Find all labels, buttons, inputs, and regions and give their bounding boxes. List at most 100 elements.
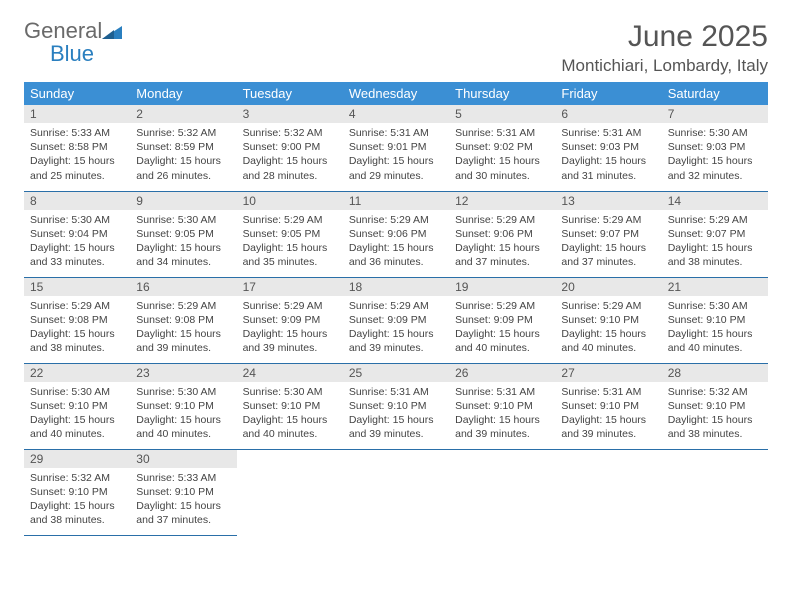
day-number: 3 bbox=[237, 105, 343, 123]
calendar-cell bbox=[449, 449, 555, 535]
day-details: Sunrise: 5:30 AMSunset: 9:10 PMDaylight:… bbox=[662, 296, 768, 360]
calendar-cell: 13Sunrise: 5:29 AMSunset: 9:07 PMDayligh… bbox=[555, 191, 661, 277]
day-number: 13 bbox=[555, 192, 661, 210]
day-details: Sunrise: 5:30 AMSunset: 9:04 PMDaylight:… bbox=[24, 210, 130, 274]
day-number: 27 bbox=[555, 364, 661, 382]
month-title: June 2025 bbox=[561, 20, 768, 54]
calendar-cell: 22Sunrise: 5:30 AMSunset: 9:10 PMDayligh… bbox=[24, 363, 130, 449]
day-details: Sunrise: 5:29 AMSunset: 9:08 PMDaylight:… bbox=[24, 296, 130, 360]
calendar-week-row: 1Sunrise: 5:33 AMSunset: 8:58 PMDaylight… bbox=[24, 105, 768, 191]
day-number: 4 bbox=[343, 105, 449, 123]
day-details: Sunrise: 5:31 AMSunset: 9:02 PMDaylight:… bbox=[449, 123, 555, 187]
day-details: Sunrise: 5:32 AMSunset: 9:00 PMDaylight:… bbox=[237, 123, 343, 187]
calendar-cell: 16Sunrise: 5:29 AMSunset: 9:08 PMDayligh… bbox=[130, 277, 236, 363]
calendar-cell: 17Sunrise: 5:29 AMSunset: 9:09 PMDayligh… bbox=[237, 277, 343, 363]
calendar-week-row: 29Sunrise: 5:32 AMSunset: 9:10 PMDayligh… bbox=[24, 449, 768, 535]
day-number: 26 bbox=[449, 364, 555, 382]
calendar-cell: 24Sunrise: 5:30 AMSunset: 9:10 PMDayligh… bbox=[237, 363, 343, 449]
day-header-row: Sunday Monday Tuesday Wednesday Thursday… bbox=[24, 82, 768, 105]
day-number: 29 bbox=[24, 450, 130, 468]
day-number: 23 bbox=[130, 364, 236, 382]
day-number: 16 bbox=[130, 278, 236, 296]
calendar-cell: 26Sunrise: 5:31 AMSunset: 9:10 PMDayligh… bbox=[449, 363, 555, 449]
day-number: 21 bbox=[662, 278, 768, 296]
col-wednesday: Wednesday bbox=[343, 82, 449, 105]
calendar-table: Sunday Monday Tuesday Wednesday Thursday… bbox=[24, 82, 768, 536]
calendar-cell: 5Sunrise: 5:31 AMSunset: 9:02 PMDaylight… bbox=[449, 105, 555, 191]
day-details: Sunrise: 5:29 AMSunset: 9:06 PMDaylight:… bbox=[449, 210, 555, 274]
day-number: 1 bbox=[24, 105, 130, 123]
day-number: 5 bbox=[449, 105, 555, 123]
day-details: Sunrise: 5:33 AMSunset: 8:58 PMDaylight:… bbox=[24, 123, 130, 187]
day-details: Sunrise: 5:29 AMSunset: 9:09 PMDaylight:… bbox=[237, 296, 343, 360]
day-number: 12 bbox=[449, 192, 555, 210]
day-number: 22 bbox=[24, 364, 130, 382]
day-number: 25 bbox=[343, 364, 449, 382]
day-details: Sunrise: 5:29 AMSunset: 9:10 PMDaylight:… bbox=[555, 296, 661, 360]
day-number: 19 bbox=[449, 278, 555, 296]
calendar-cell: 4Sunrise: 5:31 AMSunset: 9:01 PMDaylight… bbox=[343, 105, 449, 191]
calendar-cell: 10Sunrise: 5:29 AMSunset: 9:05 PMDayligh… bbox=[237, 191, 343, 277]
calendar-cell: 19Sunrise: 5:29 AMSunset: 9:09 PMDayligh… bbox=[449, 277, 555, 363]
day-details: Sunrise: 5:30 AMSunset: 9:03 PMDaylight:… bbox=[662, 123, 768, 187]
calendar-cell: 3Sunrise: 5:32 AMSunset: 9:00 PMDaylight… bbox=[237, 105, 343, 191]
calendar-cell: 30Sunrise: 5:33 AMSunset: 9:10 PMDayligh… bbox=[130, 449, 236, 535]
day-number: 17 bbox=[237, 278, 343, 296]
calendar-cell: 18Sunrise: 5:29 AMSunset: 9:09 PMDayligh… bbox=[343, 277, 449, 363]
day-details: Sunrise: 5:32 AMSunset: 8:59 PMDaylight:… bbox=[130, 123, 236, 187]
logo-word-blue: Blue bbox=[50, 41, 94, 66]
day-details: Sunrise: 5:29 AMSunset: 9:06 PMDaylight:… bbox=[343, 210, 449, 274]
calendar-cell: 11Sunrise: 5:29 AMSunset: 9:06 PMDayligh… bbox=[343, 191, 449, 277]
col-sunday: Sunday bbox=[24, 82, 130, 105]
day-number: 8 bbox=[24, 192, 130, 210]
calendar-cell: 15Sunrise: 5:29 AMSunset: 9:08 PMDayligh… bbox=[24, 277, 130, 363]
calendar-cell: 7Sunrise: 5:30 AMSunset: 9:03 PMDaylight… bbox=[662, 105, 768, 191]
calendar-cell: 9Sunrise: 5:30 AMSunset: 9:05 PMDaylight… bbox=[130, 191, 236, 277]
day-number: 7 bbox=[662, 105, 768, 123]
day-number: 11 bbox=[343, 192, 449, 210]
day-details: Sunrise: 5:29 AMSunset: 9:05 PMDaylight:… bbox=[237, 210, 343, 274]
day-number: 15 bbox=[24, 278, 130, 296]
calendar-cell: 21Sunrise: 5:30 AMSunset: 9:10 PMDayligh… bbox=[662, 277, 768, 363]
day-details: Sunrise: 5:30 AMSunset: 9:10 PMDaylight:… bbox=[24, 382, 130, 446]
logo-text-block: General Blue bbox=[24, 20, 124, 66]
day-number: 10 bbox=[237, 192, 343, 210]
day-details: Sunrise: 5:31 AMSunset: 9:10 PMDaylight:… bbox=[555, 382, 661, 446]
col-tuesday: Tuesday bbox=[237, 82, 343, 105]
calendar-cell bbox=[662, 449, 768, 535]
day-details: Sunrise: 5:29 AMSunset: 9:07 PMDaylight:… bbox=[662, 210, 768, 274]
day-number: 14 bbox=[662, 192, 768, 210]
calendar-cell: 28Sunrise: 5:32 AMSunset: 9:10 PMDayligh… bbox=[662, 363, 768, 449]
calendar-cell: 12Sunrise: 5:29 AMSunset: 9:06 PMDayligh… bbox=[449, 191, 555, 277]
col-friday: Friday bbox=[555, 82, 661, 105]
calendar-cell: 1Sunrise: 5:33 AMSunset: 8:58 PMDaylight… bbox=[24, 105, 130, 191]
calendar-cell: 29Sunrise: 5:32 AMSunset: 9:10 PMDayligh… bbox=[24, 449, 130, 535]
location-label: Montichiari, Lombardy, Italy bbox=[561, 56, 768, 76]
calendar-cell: 20Sunrise: 5:29 AMSunset: 9:10 PMDayligh… bbox=[555, 277, 661, 363]
day-details: Sunrise: 5:30 AMSunset: 9:10 PMDaylight:… bbox=[237, 382, 343, 446]
day-number: 24 bbox=[237, 364, 343, 382]
day-details: Sunrise: 5:31 AMSunset: 9:01 PMDaylight:… bbox=[343, 123, 449, 187]
day-number: 9 bbox=[130, 192, 236, 210]
day-number: 20 bbox=[555, 278, 661, 296]
day-details: Sunrise: 5:32 AMSunset: 9:10 PMDaylight:… bbox=[24, 468, 130, 532]
day-details: Sunrise: 5:29 AMSunset: 9:09 PMDaylight:… bbox=[343, 296, 449, 360]
day-number: 2 bbox=[130, 105, 236, 123]
day-details: Sunrise: 5:31 AMSunset: 9:10 PMDaylight:… bbox=[449, 382, 555, 446]
calendar-cell: 6Sunrise: 5:31 AMSunset: 9:03 PMDaylight… bbox=[555, 105, 661, 191]
day-details: Sunrise: 5:31 AMSunset: 9:10 PMDaylight:… bbox=[343, 382, 449, 446]
col-monday: Monday bbox=[130, 82, 236, 105]
calendar-cell: 2Sunrise: 5:32 AMSunset: 8:59 PMDaylight… bbox=[130, 105, 236, 191]
col-saturday: Saturday bbox=[662, 82, 768, 105]
title-block: June 2025 Montichiari, Lombardy, Italy bbox=[561, 20, 768, 76]
calendar-week-row: 8Sunrise: 5:30 AMSunset: 9:04 PMDaylight… bbox=[24, 191, 768, 277]
calendar-cell: 23Sunrise: 5:30 AMSunset: 9:10 PMDayligh… bbox=[130, 363, 236, 449]
header: General Blue June 2025 Montichiari, Lomb… bbox=[24, 20, 768, 76]
day-details: Sunrise: 5:30 AMSunset: 9:05 PMDaylight:… bbox=[130, 210, 236, 274]
calendar-cell bbox=[343, 449, 449, 535]
calendar-cell bbox=[237, 449, 343, 535]
calendar-cell: 8Sunrise: 5:30 AMSunset: 9:04 PMDaylight… bbox=[24, 191, 130, 277]
day-number: 6 bbox=[555, 105, 661, 123]
calendar-week-row: 22Sunrise: 5:30 AMSunset: 9:10 PMDayligh… bbox=[24, 363, 768, 449]
calendar-cell bbox=[555, 449, 661, 535]
